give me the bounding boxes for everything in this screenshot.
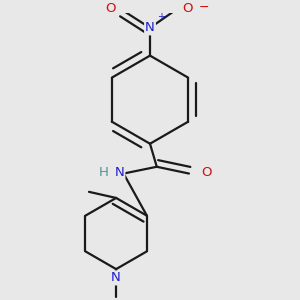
Text: −: −	[199, 1, 209, 14]
Text: O: O	[105, 2, 116, 15]
Text: H: H	[98, 166, 108, 179]
Text: +: +	[157, 12, 165, 22]
Text: O: O	[182, 2, 193, 15]
Text: N: N	[111, 272, 121, 284]
Text: O: O	[201, 167, 212, 179]
Text: N: N	[115, 166, 124, 179]
Text: N: N	[145, 21, 155, 34]
